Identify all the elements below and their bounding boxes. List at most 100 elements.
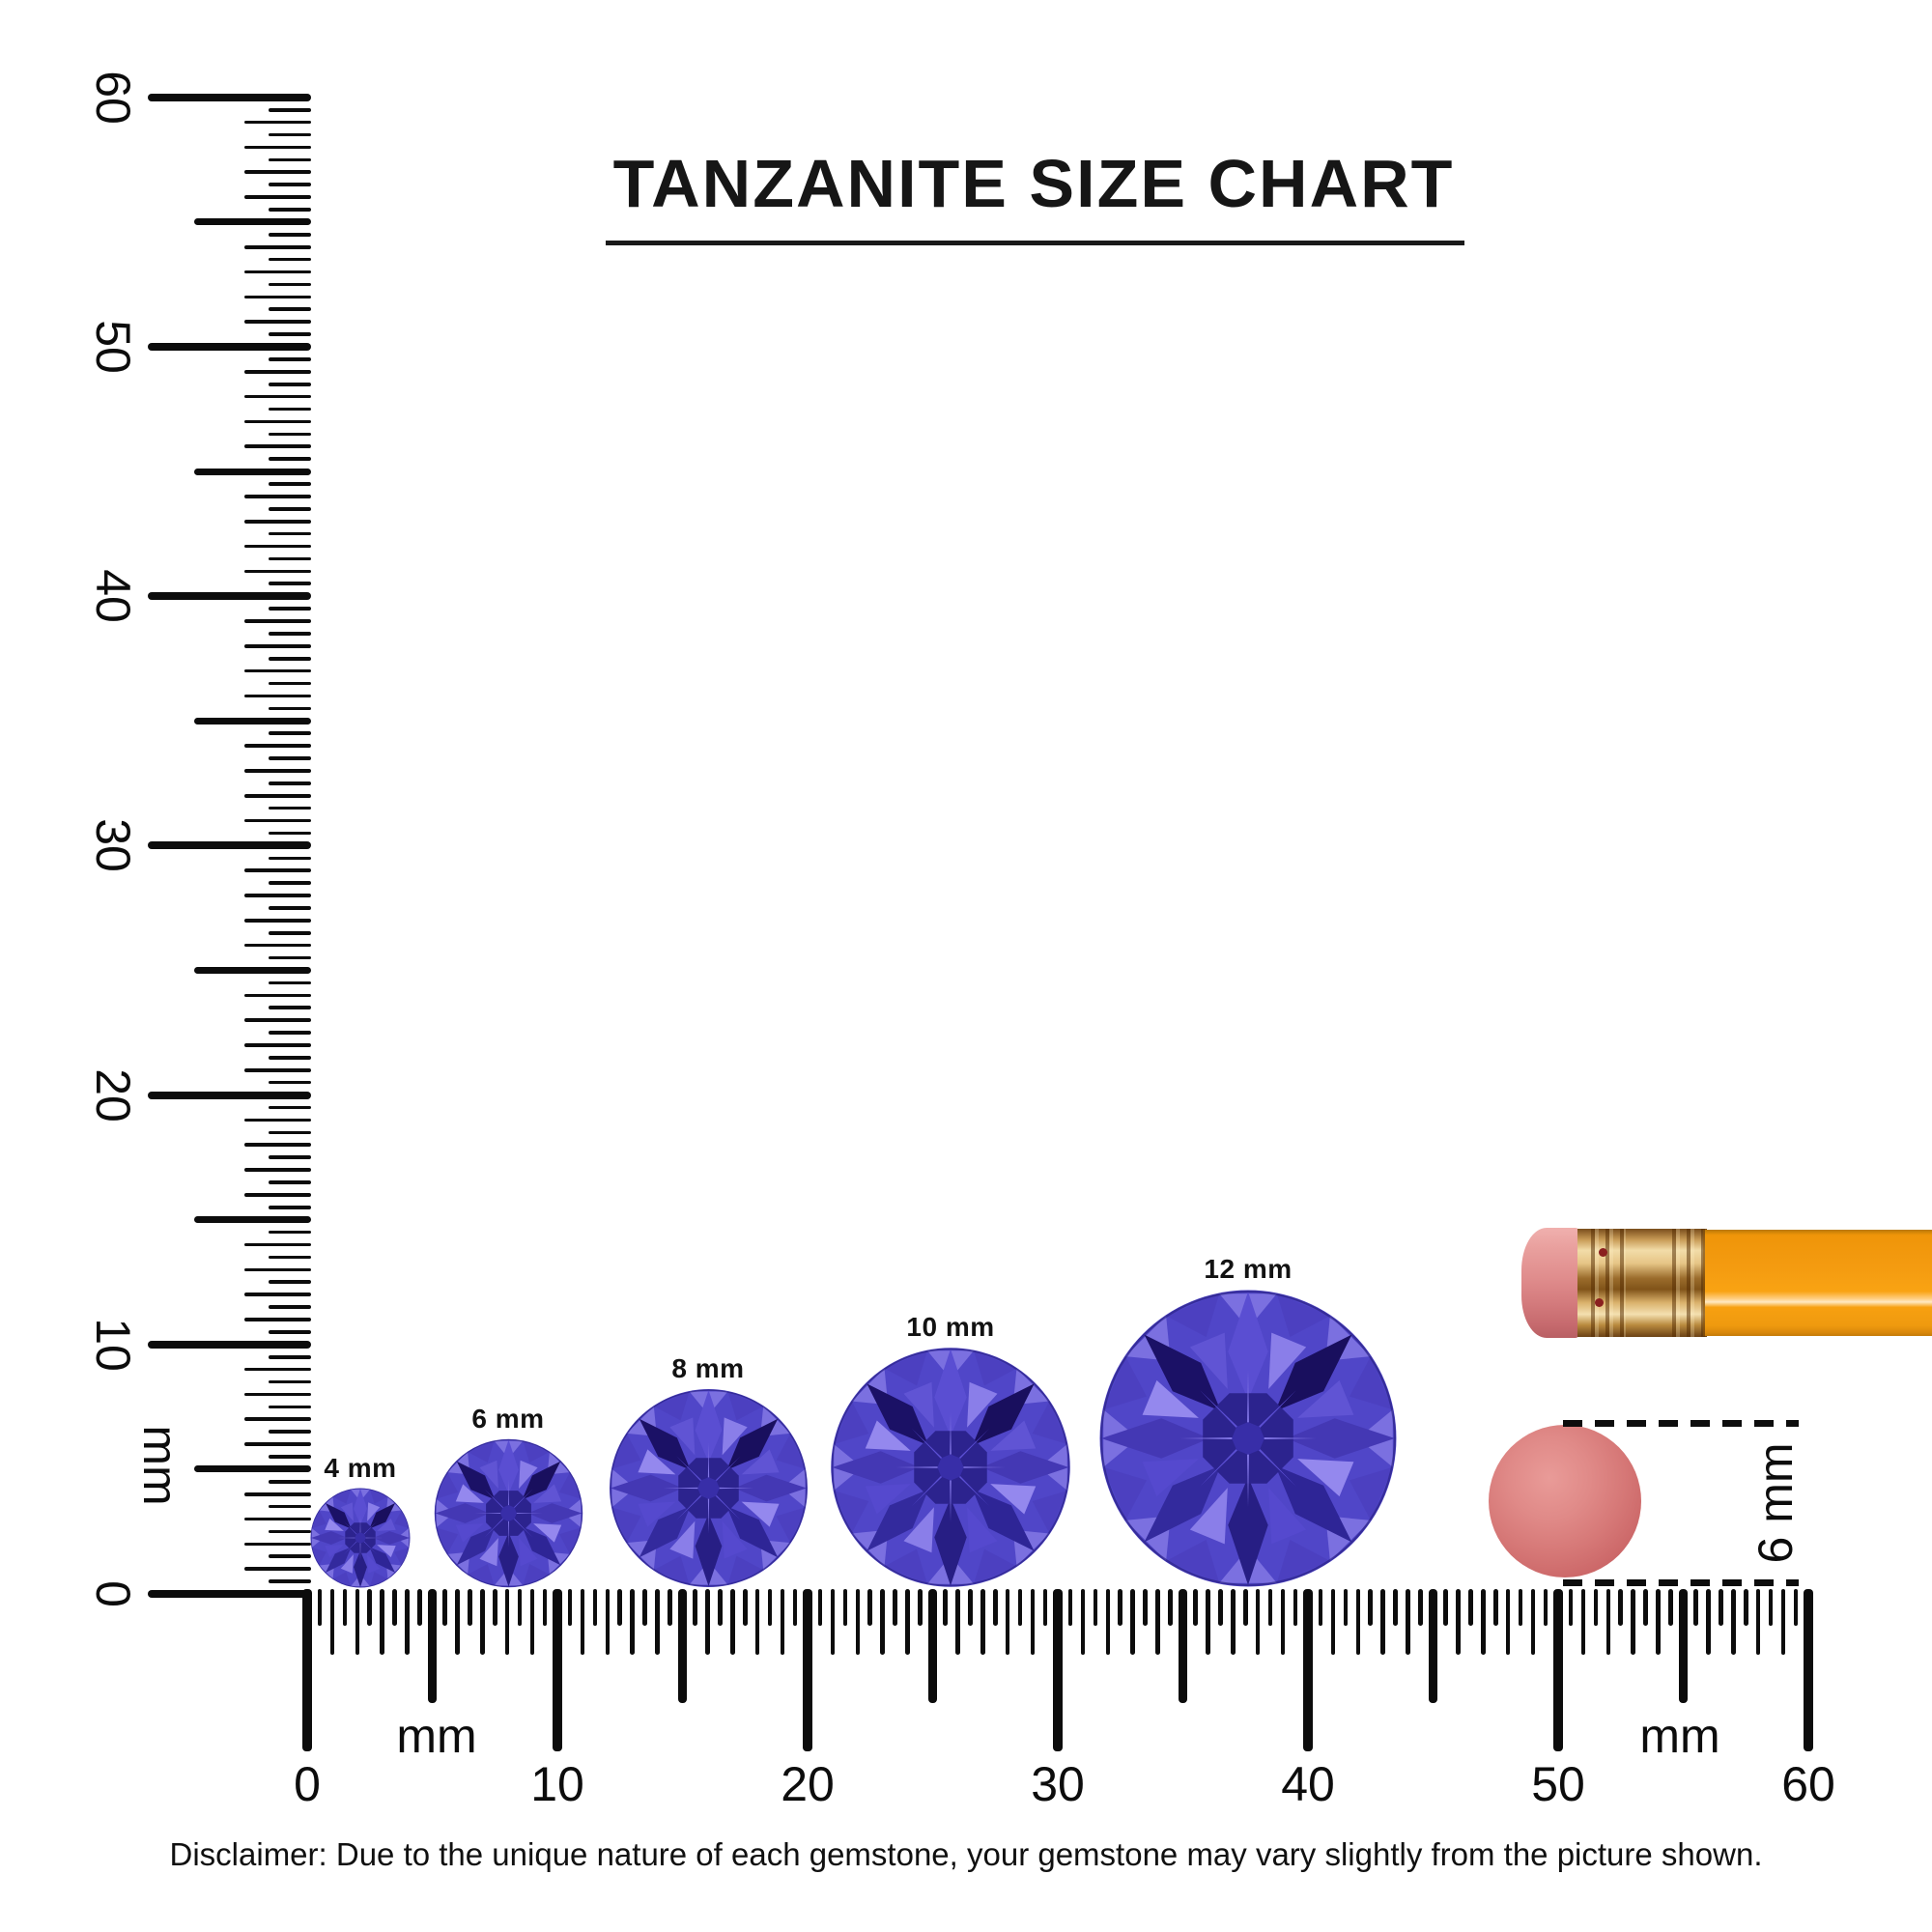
vertical-ruler-tick — [269, 507, 311, 511]
horizontal-ruler-tick — [442, 1589, 447, 1626]
horizontal-ruler-tick — [928, 1589, 937, 1703]
eraser-disc — [1489, 1425, 1641, 1577]
horizontal-ruler-tick — [968, 1589, 973, 1626]
vertical-ruler-tick — [194, 1216, 311, 1224]
horizontal-ruler-tick — [1668, 1589, 1673, 1626]
vertical-ruler-tick — [269, 208, 311, 212]
vertical-ruler-tick — [194, 967, 311, 974]
vertical-ruler-tick — [269, 831, 311, 836]
horizontal-ruler-tick — [1468, 1589, 1473, 1626]
vertical-ruler-tick — [194, 218, 311, 226]
horizontal-ruler-tick — [592, 1589, 598, 1626]
vertical-ruler-tick — [269, 1031, 311, 1035]
horizontal-ruler-tick — [517, 1589, 523, 1626]
gem-size-label: 8 mm — [671, 1353, 745, 1383]
vertical-ruler-tick — [269, 756, 311, 760]
horizontal-ruler-tick — [380, 1589, 384, 1655]
horizontal-ruler-tick — [1067, 1589, 1073, 1626]
vertical-ruler-tick — [269, 482, 311, 486]
vertical-ruler-tick — [269, 1379, 311, 1384]
pencil-illustration — [1521, 1228, 1932, 1338]
horizontal-ruler-tick — [705, 1589, 710, 1655]
horizontal-ruler-tick — [1693, 1589, 1698, 1626]
tanzanite-gem-6mm — [434, 1438, 582, 1588]
horizontal-ruler-tick — [317, 1589, 323, 1626]
vertical-ruler-tick — [244, 1567, 311, 1571]
vertical-ruler-tick — [148, 1590, 311, 1598]
horizontal-ruler-tick — [1355, 1589, 1361, 1655]
vertical-ruler-tick — [244, 145, 311, 150]
vertical-ruler-tick — [269, 656, 311, 661]
tanzanite-gem-4mm — [310, 1488, 411, 1588]
vertical-ruler-tick — [269, 1205, 311, 1209]
horizontal-ruler-tick — [1804, 1589, 1813, 1751]
vertical-ruler-tick — [269, 1554, 311, 1559]
horizontal-ruler-number: 30 — [1031, 1757, 1085, 1811]
horizontal-ruler-tick — [1643, 1589, 1648, 1626]
vertical-ruler-number: 0 — [86, 1580, 140, 1607]
horizontal-ruler-tick — [1618, 1589, 1624, 1626]
gem-size-label: 12 mm — [1204, 1254, 1293, 1284]
vertical-ruler-tick — [269, 357, 311, 361]
horizontal-ruler-tick — [580, 1589, 585, 1655]
horizontal-ruler-tick — [1368, 1589, 1374, 1626]
horizontal-ruler-tick — [1303, 1589, 1313, 1751]
tanzanite-gem-12mm — [1099, 1290, 1397, 1587]
vertical-ruler-tick — [269, 607, 311, 611]
horizontal-ruler-tick — [1580, 1589, 1586, 1655]
horizontal-ruler-tick — [1568, 1589, 1574, 1626]
horizontal-ruler-tick — [1706, 1589, 1711, 1655]
vertical-ruler-tick — [244, 295, 311, 299]
vertical-ruler-tick — [244, 1267, 311, 1272]
vertical-ruler-tick — [269, 955, 311, 960]
vertical-ruler-tick — [269, 233, 311, 237]
horizontal-ruler-tick — [754, 1589, 760, 1655]
vertical-ruler-tick — [269, 332, 311, 336]
horizontal-ruler-tick — [605, 1589, 611, 1655]
horizontal-ruler-tick — [405, 1589, 410, 1655]
horizontal-ruler-tick — [1093, 1589, 1098, 1626]
horizontal-ruler-tick — [880, 1589, 885, 1655]
vertical-ruler-tick — [244, 644, 311, 648]
horizontal-ruler-tick — [355, 1589, 360, 1655]
vertical-ruler-tick — [244, 495, 311, 498]
measure-dash-bottom — [1563, 1579, 1799, 1586]
vertical-ruler-tick — [269, 432, 311, 437]
horizontal-ruler-tick — [1242, 1589, 1248, 1626]
horizontal-ruler-tick — [542, 1589, 548, 1626]
vertical-ruler-tick — [244, 868, 311, 872]
horizontal-ruler-tick — [1456, 1589, 1461, 1655]
vertical-ruler-tick — [269, 1080, 311, 1085]
gem-size-label: 10 mm — [906, 1312, 995, 1342]
horizontal-ruler-tick — [567, 1589, 573, 1626]
horizontal-ruler-tick — [1293, 1589, 1298, 1626]
horizontal-ruler-tick — [529, 1589, 535, 1655]
vertical-ruler-tick — [244, 195, 311, 199]
horizontal-ruler-tick — [1218, 1589, 1223, 1626]
horizontal-ruler-tick — [1631, 1589, 1635, 1655]
horizontal-ruler-tick — [1267, 1589, 1273, 1626]
vertical-ruler-tick — [244, 668, 311, 673]
vertical-ruler-tick — [148, 841, 311, 850]
vertical-ruler-tick — [269, 382, 311, 386]
vertical-ruler-tick — [244, 1442, 311, 1446]
vertical-ruler-number: 40 — [86, 569, 140, 623]
vertical-ruler-tick — [269, 980, 311, 985]
horizontal-ruler-tick — [302, 1589, 312, 1751]
vertical-ruler-tick — [244, 1067, 311, 1072]
horizontal-ruler-tick — [468, 1589, 472, 1626]
horizontal-ruler-tick — [1206, 1589, 1210, 1655]
horizontal-ruler-tick — [492, 1589, 497, 1626]
vertical-ruler-tick — [269, 881, 311, 885]
vertical-ruler-number: 60 — [86, 70, 140, 125]
vertical-ruler-number: 50 — [86, 320, 140, 374]
vertical-ruler-tick — [244, 1193, 311, 1197]
horizontal-ruler-tick — [1518, 1589, 1523, 1626]
ferrule-crimp-dot — [1595, 1298, 1604, 1307]
vertical-ruler-tick — [269, 1280, 311, 1285]
horizontal-ruler-tick — [1755, 1589, 1761, 1655]
gem-size-label: 6 mm — [471, 1404, 545, 1434]
horizontal-ruler-tick — [943, 1589, 948, 1626]
vertical-ruler-tick — [244, 1018, 311, 1022]
horizontal-ruler-tick — [1656, 1589, 1661, 1655]
